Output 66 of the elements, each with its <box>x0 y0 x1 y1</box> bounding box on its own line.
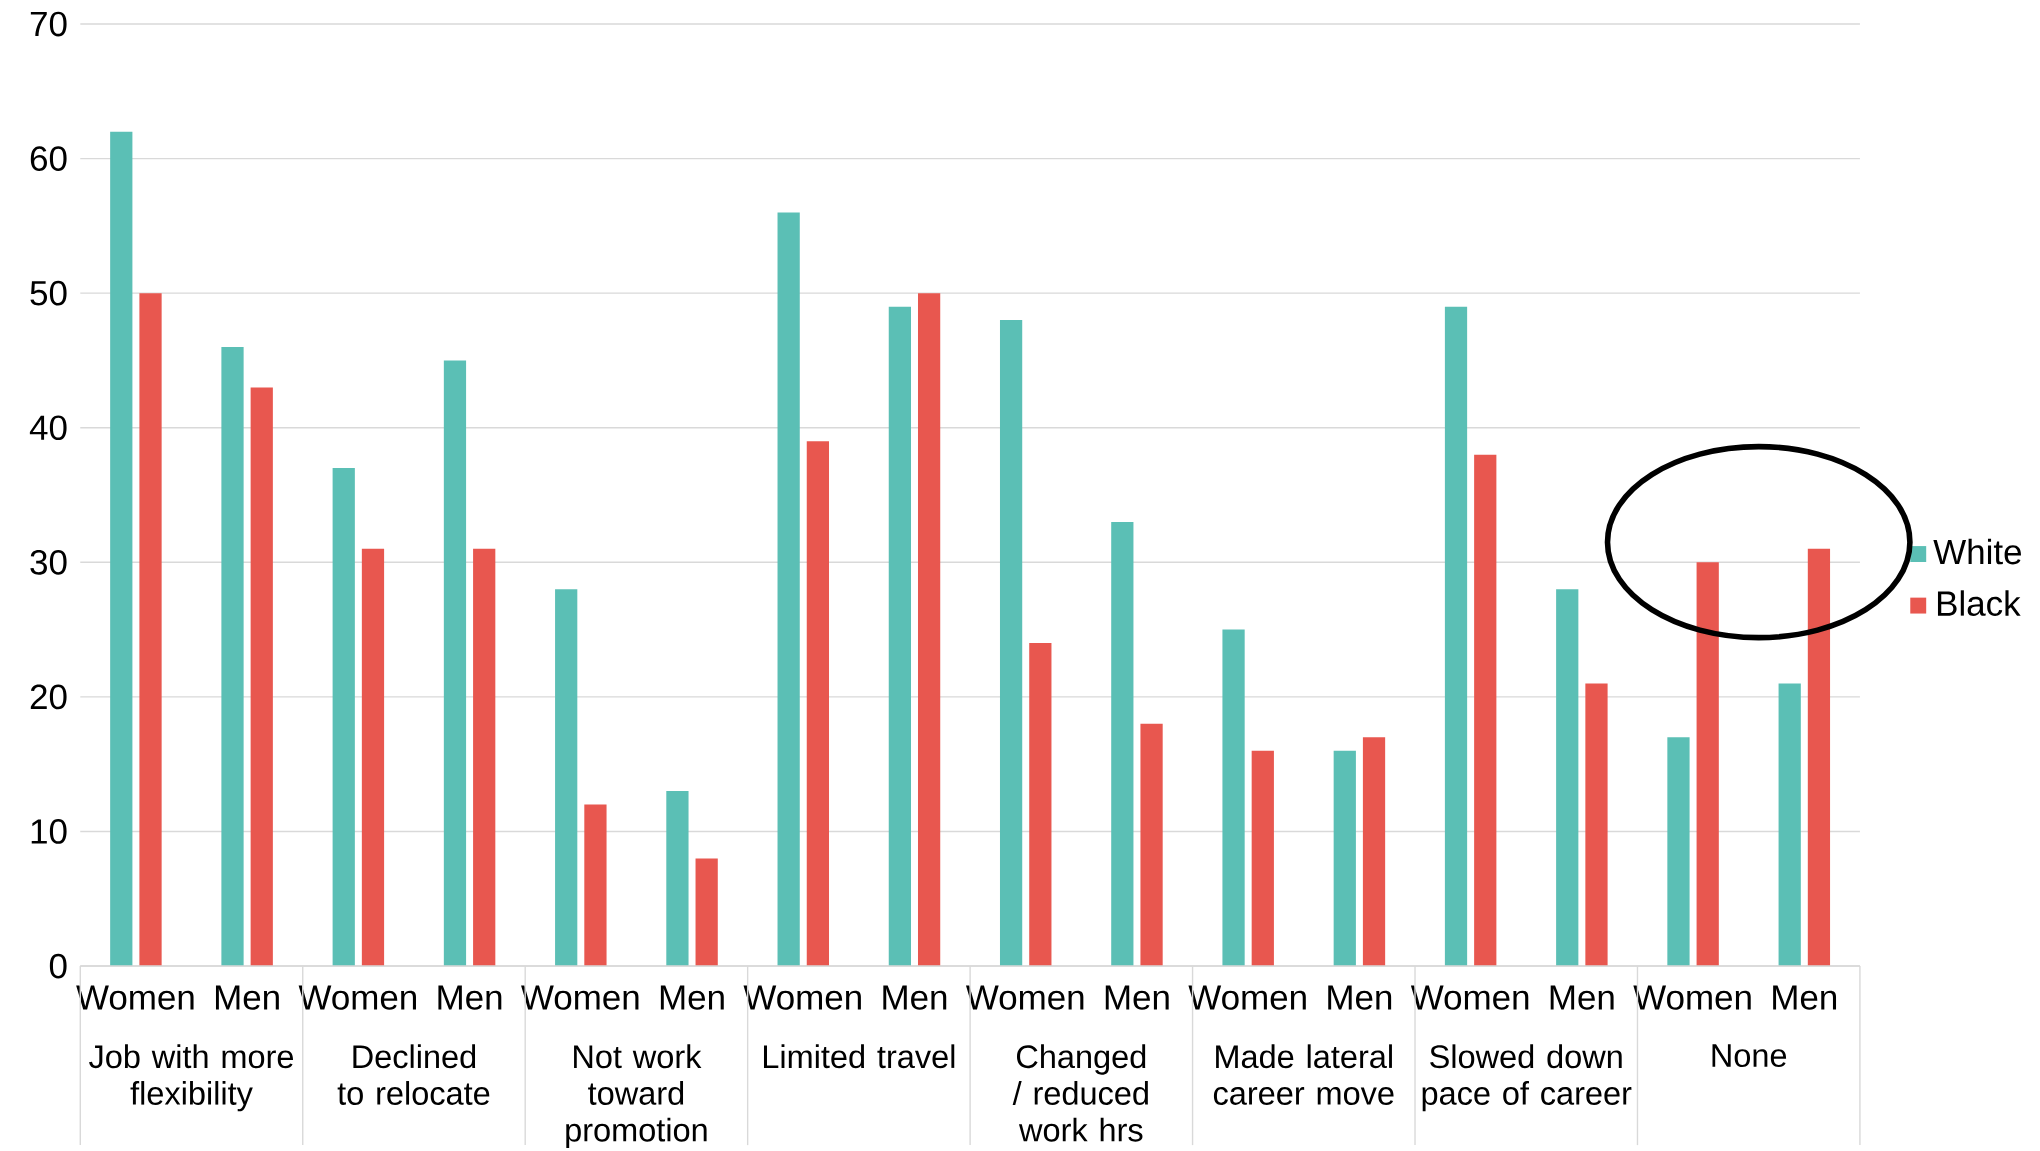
bar <box>1333 750 1356 967</box>
x-tick-label: Women <box>521 985 639 1010</box>
bar <box>1444 306 1468 967</box>
x-tick-label: Men <box>660 985 724 1010</box>
bar <box>1251 750 1274 967</box>
bar <box>1474 454 1497 967</box>
x-tick-label: Women <box>743 985 861 1010</box>
x-tick-label: Women <box>1188 985 1306 1010</box>
x-tick-label: Men <box>215 985 279 1010</box>
bar <box>1556 589 1579 967</box>
bar <box>1029 643 1052 967</box>
bar <box>1807 548 1831 967</box>
text: Slowed down pace of career <box>1422 1044 1632 1112</box>
x-tick-label: Women <box>1633 985 1751 1010</box>
bar <box>666 791 689 967</box>
x-tick-label: Women <box>298 985 416 1010</box>
bar <box>332 468 355 967</box>
bar <box>110 131 133 967</box>
x-tick-label: Women <box>76 985 194 1010</box>
bar <box>695 858 718 967</box>
x-tick-label: Women <box>1410 985 1529 1010</box>
bar <box>555 589 578 967</box>
x-tick-label: Men <box>1105 985 1169 1010</box>
y-tick-label: 0 <box>49 953 67 979</box>
bar <box>917 293 941 967</box>
legend-label: Black <box>1937 590 2021 616</box>
bar <box>221 346 244 967</box>
x-tick-label: Men <box>1328 985 1392 1010</box>
bar <box>999 320 1023 967</box>
bar <box>473 548 496 967</box>
bar <box>139 293 162 967</box>
legend-label: White <box>1933 538 2021 565</box>
x-tick-label: Men <box>883 985 947 1010</box>
bar <box>584 804 607 967</box>
y-tick-label: 20 <box>30 684 67 710</box>
text: Changed / reduced work hrs <box>1012 1044 1148 1142</box>
y-tick-label: 70 <box>30 11 67 37</box>
bar <box>1222 629 1245 967</box>
text: Not work toward promotion <box>566 1044 707 1149</box>
bar <box>1585 683 1608 967</box>
text: Declined to relocate <box>337 1044 490 1105</box>
x-tick-label: Men <box>1773 985 1837 1010</box>
x-tick-label: Men <box>1550 985 1614 1010</box>
text: None <box>1712 1044 1787 1068</box>
bar <box>443 360 467 967</box>
bar <box>1140 723 1163 967</box>
bar <box>806 441 830 967</box>
y-tick-label: 30 <box>30 549 67 575</box>
text: Made lateral career move <box>1213 1044 1394 1105</box>
bar <box>777 212 800 967</box>
y-tick-label: 10 <box>31 819 67 844</box>
bar <box>1667 737 1690 967</box>
x-tick-label: Women <box>965 985 1084 1010</box>
bar <box>1362 737 1386 967</box>
x-tick-label: Men <box>438 985 502 1010</box>
bar <box>888 306 911 967</box>
bar <box>1696 562 1719 967</box>
bar <box>1111 521 1134 967</box>
bar <box>361 548 385 967</box>
y-tick-label: 40 <box>29 415 67 441</box>
bar <box>1778 683 1801 967</box>
y-tick-label: 60 <box>30 146 67 171</box>
y-tick-label: 50 <box>30 280 67 306</box>
bar <box>250 387 273 967</box>
text: Job with more flexibility <box>89 1044 293 1112</box>
text: Limited travel <box>763 1044 955 1069</box>
